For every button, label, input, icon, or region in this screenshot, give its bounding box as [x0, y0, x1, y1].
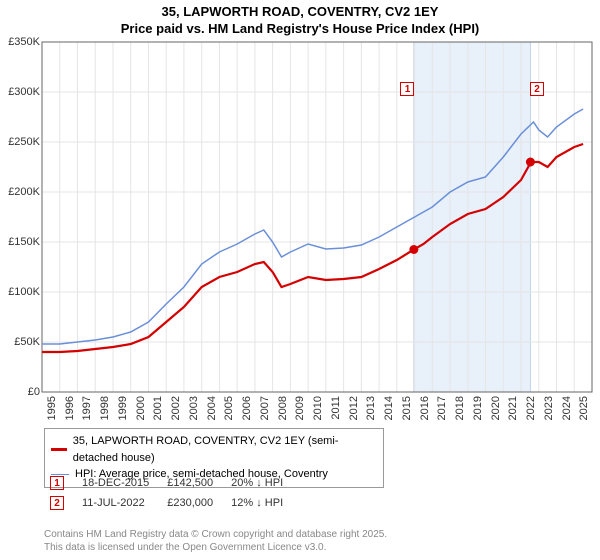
- attribution-line-1: Contains HM Land Registry data © Crown c…: [44, 528, 387, 541]
- y-tick-label: £100K: [0, 286, 40, 298]
- legend-item-property: 35, LAPWORTH ROAD, COVENTRY, CV2 1EY (se…: [51, 433, 377, 466]
- x-tick-label: 1996: [64, 396, 76, 426]
- x-tick-label: 2006: [241, 396, 253, 426]
- chart-plot: 12: [42, 42, 592, 392]
- x-tick-label: 1999: [117, 396, 129, 426]
- x-tick-label: 1998: [99, 396, 111, 426]
- x-tick-label: 2004: [206, 396, 218, 426]
- y-tick-label: £300K: [0, 86, 40, 98]
- x-tick-label: 2022: [525, 396, 537, 426]
- sale-price: £230,000: [159, 494, 221, 512]
- x-tick-label: 2025: [578, 396, 590, 426]
- x-tick-label: 2019: [472, 396, 484, 426]
- x-tick-label: 2020: [490, 396, 502, 426]
- x-tick-label: 2005: [223, 396, 235, 426]
- band-label: 1: [400, 82, 414, 96]
- x-tick-label: 2001: [152, 396, 164, 426]
- highlight-band: [414, 42, 531, 392]
- x-tick-label: 2012: [348, 396, 360, 426]
- attribution-line-2: This data is licensed under the Open Gov…: [44, 541, 387, 554]
- sale-date: 18-DEC-2015: [74, 474, 157, 492]
- legend-label-property: 35, LAPWORTH ROAD, COVENTRY, CV2 1EY (se…: [73, 433, 377, 466]
- sale-marker-dot: [409, 245, 418, 254]
- x-tick-label: 2011: [330, 396, 342, 426]
- y-tick-label: £250K: [0, 136, 40, 148]
- sale-date: 11-JUL-2022: [74, 494, 157, 512]
- x-tick-label: 2016: [419, 396, 431, 426]
- x-tick-label: 1997: [81, 396, 93, 426]
- x-tick-label: 2023: [543, 396, 555, 426]
- sale-price: £142,500: [159, 474, 221, 492]
- x-tick-label: 2009: [294, 396, 306, 426]
- y-tick-label: £350K: [0, 36, 40, 48]
- x-tick-label: 2008: [277, 396, 289, 426]
- y-tick-label: £0: [0, 386, 40, 398]
- y-tick-label: £50K: [0, 336, 40, 348]
- x-tick-label: 2014: [383, 396, 395, 426]
- x-tick-label: 2017: [436, 396, 448, 426]
- x-tick-label: 2018: [454, 396, 466, 426]
- legend-swatch-property: [51, 448, 67, 450]
- sale-delta: 12% ↓ HPI: [223, 494, 291, 512]
- y-tick-label: £200K: [0, 186, 40, 198]
- attribution: Contains HM Land Registry data © Crown c…: [44, 528, 387, 554]
- sales-row: 1 18-DEC-2015£142,50020% ↓ HPI: [42, 474, 291, 492]
- x-tick-label: 2002: [170, 396, 182, 426]
- sales-table: 1 18-DEC-2015£142,50020% ↓ HPI 2 11-JUL-202…: [40, 472, 293, 514]
- x-tick-label: 2024: [561, 396, 573, 426]
- title-line-1: 35, LAPWORTH ROAD, COVENTRY, CV2 1EY: [0, 4, 600, 21]
- sale-delta: 20% ↓ HPI: [223, 474, 291, 492]
- title-line-2: Price paid vs. HM Land Registry's House …: [0, 21, 600, 38]
- x-tick-label: 2007: [259, 396, 271, 426]
- band-label: 2: [530, 82, 544, 96]
- sale-marker-badge: 2: [50, 496, 64, 510]
- x-tick-label: 2010: [312, 396, 324, 426]
- chart-title-block: 35, LAPWORTH ROAD, COVENTRY, CV2 1EY Pri…: [0, 0, 600, 38]
- sale-marker-badge: 1: [50, 476, 64, 490]
- sales-row: 2 11-JUL-2022£230,00012% ↓ HPI: [42, 494, 291, 512]
- x-tick-label: 2000: [135, 396, 147, 426]
- x-tick-label: 2015: [401, 396, 413, 426]
- x-tick-label: 1995: [46, 396, 58, 426]
- x-tick-label: 2003: [188, 396, 200, 426]
- sale-marker-dot: [526, 158, 535, 167]
- x-tick-label: 2013: [365, 396, 377, 426]
- y-tick-label: £150K: [0, 236, 40, 248]
- x-tick-label: 2021: [507, 396, 519, 426]
